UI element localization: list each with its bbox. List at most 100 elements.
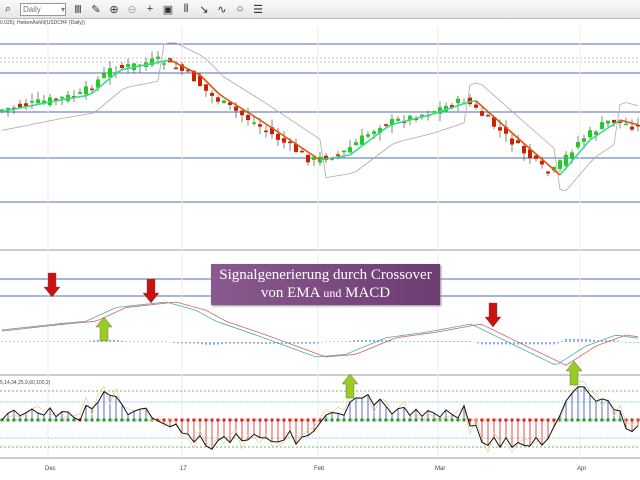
ema-line (517, 137, 525, 145)
oscillator-dot (606, 418, 610, 422)
oscillator-dot (162, 418, 166, 422)
candle-body (102, 73, 106, 78)
ema-line (397, 120, 405, 124)
ema-line (553, 169, 561, 176)
ema-line (37, 102, 45, 106)
template-icon[interactable]: ▣ (162, 3, 174, 16)
bar-chart-icon[interactable]: Ⅲ (74, 3, 82, 16)
candle-body (264, 130, 268, 133)
candle-body (204, 84, 208, 91)
price-chart[interactable] (0, 26, 640, 480)
ema-line (67, 96, 75, 100)
ema-line (631, 122, 639, 126)
ema-line (169, 59, 177, 64)
oscillator-dot (324, 418, 328, 422)
ema-line (511, 132, 519, 139)
candle-body (180, 64, 184, 71)
ema-line (31, 103, 39, 107)
x-label: 17 (180, 466, 187, 472)
candle-body (36, 99, 40, 104)
candle-body (252, 122, 256, 124)
indicator-icon[interactable]: ∿ (217, 3, 227, 16)
oscillator-dot (282, 418, 286, 422)
oscillator-dot (12, 418, 16, 422)
pencil-icon[interactable]: ✎ (91, 3, 101, 16)
ema-line (583, 139, 591, 148)
ema-line (505, 126, 513, 134)
candle-body (210, 92, 214, 96)
candle-body (78, 92, 82, 94)
ema-line (139, 64, 147, 67)
ema-line (523, 142, 531, 150)
list-icon[interactable]: ☰ (253, 3, 263, 16)
oscillator-dot (528, 418, 532, 422)
period-separator-icon[interactable]: ⫴ (183, 2, 189, 15)
zoom-out-icon[interactable]: ⊖ (127, 3, 137, 16)
chart-label: 0.025); HeikenAshi9(USDCHF (Daily)) (0, 20, 86, 26)
ema-line (115, 68, 123, 75)
oscillator-dot (264, 418, 268, 422)
oscillator-dot (24, 418, 28, 422)
candle-body (408, 115, 412, 120)
candle-body (336, 154, 340, 156)
ema-line (559, 167, 567, 176)
oscillator-dot (126, 418, 130, 422)
candle-body (240, 110, 244, 116)
candle-body (498, 127, 502, 131)
circle-icon[interactable]: ○ (236, 3, 244, 15)
ema-line (181, 65, 189, 70)
oscillator-dot (18, 418, 22, 422)
oscillator-dot (156, 418, 160, 422)
ema-line (211, 86, 219, 94)
autoscroll-icon[interactable]: ↘ (199, 3, 209, 16)
chevron-down-icon: ▾ (60, 4, 65, 14)
candle-body (630, 126, 634, 130)
ema-line (379, 127, 387, 134)
oscillator-dot (90, 418, 94, 422)
ema-line (619, 119, 627, 123)
oscillator-dot (372, 418, 376, 422)
ema-line (61, 97, 69, 101)
oscillator-dot (6, 418, 10, 422)
oscillator-dot (84, 418, 88, 422)
crosshair-icon[interactable]: + (146, 3, 154, 15)
candle-body (174, 67, 178, 70)
candle-body (312, 156, 316, 160)
ema-line (409, 117, 417, 121)
oscillator-dot (588, 418, 592, 422)
ema-line (235, 104, 243, 110)
oscillator-dot (114, 418, 118, 422)
oscillator-dot (336, 418, 340, 422)
candle-body (126, 64, 130, 67)
oscillator-dot (108, 418, 112, 422)
candle-body (120, 64, 124, 69)
ema-line (43, 101, 51, 104)
search-icon[interactable]: ⌕ (4, 2, 12, 15)
oscillator-dot (288, 418, 292, 422)
ema-line (19, 106, 27, 109)
oscillator-dot (0, 418, 4, 422)
ema-line (253, 115, 261, 121)
oscillator-dot (420, 418, 424, 422)
ema-line (79, 94, 87, 98)
period-select[interactable]: Daily ▾ (20, 2, 66, 16)
overlay-line2c: MACD (341, 285, 391, 301)
zoom-in-icon[interactable]: ⊕ (109, 3, 119, 16)
candle-body (108, 68, 112, 78)
ema-line (229, 100, 237, 106)
oscillator-dot (630, 418, 634, 422)
candle-body (366, 134, 370, 137)
candle-body (396, 118, 400, 121)
oscillator-dot (612, 418, 616, 422)
toolbar: ⌕ Daily ▾ Ⅲ ✎ ⊕ ⊖ + ▣ ⫴ ↘ ∿ ○ ☰ (0, 0, 640, 19)
ema-line (187, 68, 195, 73)
oscillator-line (1, 386, 639, 450)
oscillator-dot (594, 418, 598, 422)
candle-body (234, 106, 238, 111)
oscillator-label: 5,14,34,25.9,60,100,2) (0, 380, 51, 386)
candle-body (540, 160, 544, 165)
oscillator-dot (570, 418, 574, 422)
ema-line (289, 139, 297, 145)
ema-line (103, 77, 111, 84)
candle-body (96, 79, 100, 88)
